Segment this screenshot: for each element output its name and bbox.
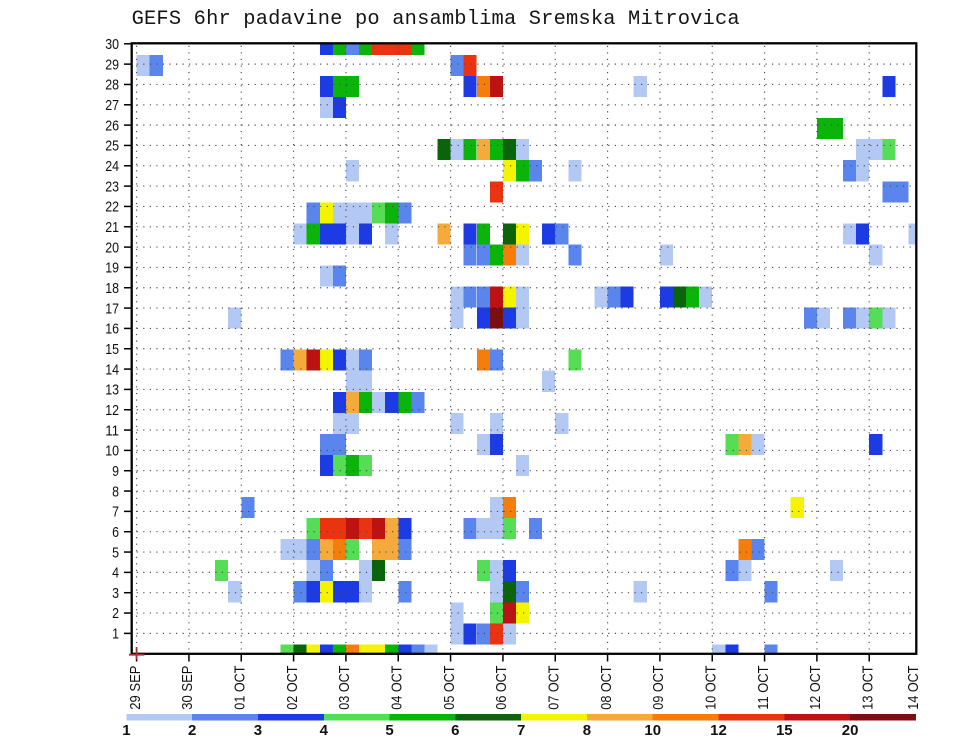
svg-text:3: 3 [254,722,262,739]
svg-text:29 SEP: 29 SEP [127,666,144,710]
svg-text:30: 30 [105,36,119,53]
svg-text:24: 24 [105,158,119,175]
svg-text:01 OCT: 01 OCT [231,666,248,710]
svg-text:03 OCT: 03 OCT [336,666,353,710]
svg-text:11: 11 [105,422,119,439]
svg-text:10: 10 [644,722,661,739]
svg-text:06 OCT: 06 OCT [493,666,510,710]
svg-text:13 OCT: 13 OCT [859,666,876,710]
svg-text:04 OCT: 04 OCT [388,666,405,710]
svg-text:15: 15 [776,722,793,739]
svg-text:14: 14 [105,361,119,378]
svg-text:19: 19 [105,260,119,277]
svg-text:8: 8 [583,722,591,739]
svg-text:7: 7 [517,722,525,739]
svg-text:17: 17 [105,300,119,317]
svg-text:2: 2 [188,722,196,739]
svg-text:15: 15 [105,341,119,358]
svg-text:20: 20 [842,722,859,739]
svg-text:10: 10 [105,443,119,460]
svg-text:13: 13 [105,382,119,399]
svg-text:21: 21 [105,219,119,236]
svg-text:05 OCT: 05 OCT [441,666,458,710]
svg-text:4: 4 [112,565,119,582]
svg-text:4: 4 [320,722,329,739]
svg-text:6: 6 [451,722,459,739]
svg-text:5: 5 [112,544,119,561]
svg-text:3: 3 [112,585,119,602]
svg-text:5: 5 [385,722,393,739]
svg-text:16: 16 [105,321,119,338]
svg-text:6: 6 [112,524,119,541]
svg-text:26: 26 [105,117,119,134]
svg-text:20: 20 [105,239,119,256]
svg-text:28: 28 [105,77,119,94]
svg-text:07 OCT: 07 OCT [545,666,562,710]
svg-text:GEFS 6hr padavine po ansamblim: GEFS 6hr padavine po ansamblima Sremska … [132,8,740,31]
svg-text:08 OCT: 08 OCT [598,666,615,710]
svg-text:1: 1 [122,722,130,739]
svg-text:1: 1 [112,626,119,643]
svg-text:14 OCT: 14 OCT [905,666,922,710]
svg-text:29: 29 [105,56,119,73]
svg-text:10 OCT: 10 OCT [702,666,719,710]
svg-text:8: 8 [112,483,119,500]
svg-text:23: 23 [105,178,119,195]
svg-text:27: 27 [105,97,119,114]
svg-text:22: 22 [105,199,119,216]
svg-text:12: 12 [710,722,727,739]
svg-text:9: 9 [112,463,119,480]
svg-text:09 OCT: 09 OCT [650,666,667,710]
svg-text:02 OCT: 02 OCT [284,666,301,710]
svg-text:12: 12 [105,402,119,419]
svg-text:25: 25 [105,138,119,155]
svg-text:12 OCT: 12 OCT [807,666,824,710]
svg-text:30 SEP: 30 SEP [179,666,196,710]
svg-text:18: 18 [105,280,119,297]
svg-text:11 OCT: 11 OCT [755,666,772,710]
svg-text:7: 7 [112,504,119,521]
svg-text:2: 2 [112,605,119,622]
